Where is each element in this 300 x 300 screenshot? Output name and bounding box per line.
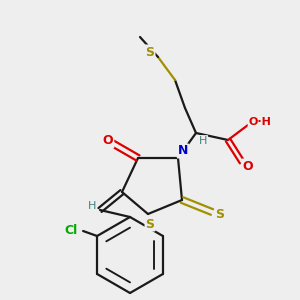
Text: H: H [199, 136, 207, 146]
Text: O: O [243, 160, 253, 172]
Text: O·H: O·H [249, 117, 272, 127]
Text: S: S [146, 46, 154, 59]
Text: N: N [178, 145, 188, 158]
Text: H: H [88, 201, 96, 211]
Text: Cl: Cl [64, 224, 78, 238]
Text: S: S [146, 218, 154, 230]
Text: S: S [215, 208, 224, 220]
Text: O: O [103, 134, 113, 148]
